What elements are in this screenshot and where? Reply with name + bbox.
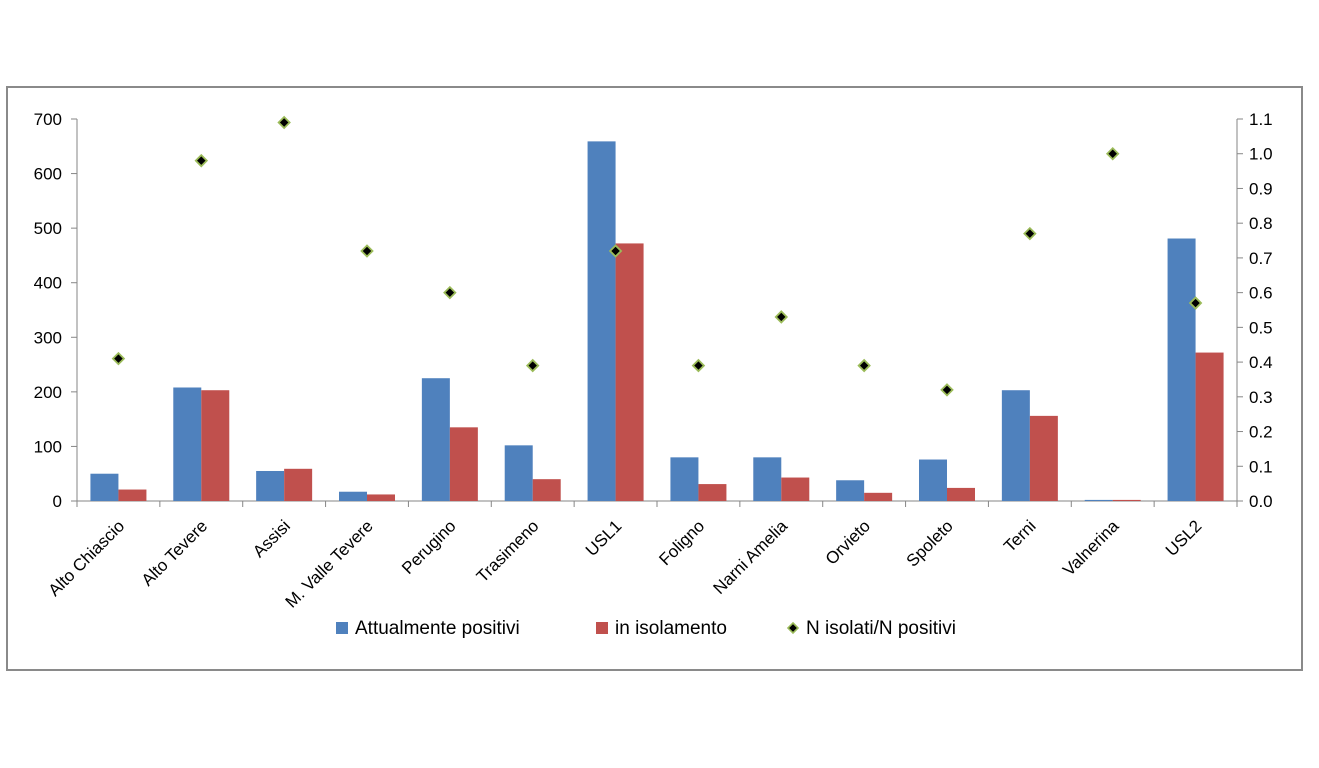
legend-label: Attualmente positivi xyxy=(355,618,520,639)
bar-attualmente-positivi xyxy=(504,445,533,501)
ratio-marker xyxy=(360,244,374,258)
ratio-marker xyxy=(277,115,291,130)
bar-in-isolamento xyxy=(449,427,478,501)
bar-attualmente-positivi xyxy=(836,480,865,501)
ratio-marker xyxy=(857,358,871,373)
ratio-marker xyxy=(525,358,540,373)
x-tick-label: USL1 xyxy=(582,516,626,560)
x-tick-label: Assisi xyxy=(249,516,294,561)
bar-attualmente-positivi xyxy=(919,459,947,501)
ratio-marker xyxy=(1105,146,1120,161)
bar-in-isolamento xyxy=(1029,415,1058,501)
ratio-marker xyxy=(940,383,954,397)
bar-attualmente-positivi xyxy=(587,141,616,502)
y-right-tick-label: 0.1 xyxy=(1249,457,1273,476)
ratio-marker xyxy=(691,358,706,373)
bar-attualmente-positivi xyxy=(670,457,699,501)
x-tick-label: Narni Amelia xyxy=(710,516,792,598)
y-left-tick-label: 200 xyxy=(34,383,62,402)
y-right-tick-label: 0.9 xyxy=(1249,179,1273,198)
y-left-tick-label: 400 xyxy=(34,274,62,293)
bar-in-isolamento xyxy=(615,243,644,501)
y-right-tick-label: 0.3 xyxy=(1249,388,1273,407)
bar-attualmente-positivi xyxy=(256,470,285,501)
bars xyxy=(90,141,1224,502)
bar-in-isolamento xyxy=(118,489,147,501)
bar-attualmente-positivi xyxy=(90,473,119,501)
legend-label: N isolati/N positivi xyxy=(806,618,956,639)
bar-in-isolamento xyxy=(1195,352,1224,501)
y-right-tick-label: 1.1 xyxy=(1249,110,1273,129)
legend-swatch xyxy=(596,622,608,634)
y-left-tick-label: 300 xyxy=(34,328,62,347)
y-left-tick-label: 0 xyxy=(53,492,62,511)
ratio-marker xyxy=(774,310,789,324)
y-left-tick-label: 700 xyxy=(34,110,62,129)
x-tick-label: Terni xyxy=(1000,516,1039,555)
x-tick-label: Valnerina xyxy=(1059,516,1123,580)
bar-attualmente-positivi xyxy=(753,457,782,501)
legend-swatch xyxy=(336,622,348,634)
bar-in-isolamento xyxy=(864,492,893,501)
bar-in-isolamento xyxy=(532,479,561,501)
bar-attualmente-positivi xyxy=(421,378,450,501)
y-right-tick-label: 0.6 xyxy=(1249,284,1273,303)
ratio-marker xyxy=(1188,296,1203,310)
legend-marker xyxy=(786,621,800,635)
y-right-tick-label: 0.8 xyxy=(1249,214,1273,233)
y-right-tick-label: 0.2 xyxy=(1249,423,1273,442)
bar-in-isolamento xyxy=(947,487,975,501)
ratio-marker xyxy=(194,153,209,168)
y-right-tick-label: 0.5 xyxy=(1249,318,1273,337)
y-right-tick-label: 0.0 xyxy=(1249,492,1273,511)
x-tick-label: Trasimeno xyxy=(473,516,543,586)
ratio-marker xyxy=(443,285,457,300)
y-left-tick-label: 600 xyxy=(34,165,62,184)
bar-attualmente-positivi xyxy=(1001,390,1030,501)
legend: Attualmente positivi in isolamento N isola… xyxy=(336,618,956,639)
axes: 0 100 200 300 400 500 600 700 0.0 0.1 0.2 0.3 0.4 0.5… xyxy=(34,110,1273,511)
bar-attualmente-positivi xyxy=(1167,238,1196,502)
ratio-markers xyxy=(111,115,1203,397)
x-tick-label: Spoleto xyxy=(903,516,957,570)
bar-in-isolamento xyxy=(284,468,313,501)
x-tick-label: Orvieto xyxy=(822,516,874,568)
bar-attualmente-positivi xyxy=(1084,499,1113,501)
x-tick-label: Alto Tevere xyxy=(138,516,211,589)
y-left-tick-label: 500 xyxy=(34,219,62,238)
ratio-marker xyxy=(111,351,126,366)
bar-in-isolamento xyxy=(201,390,230,501)
ratio-marker xyxy=(608,244,623,258)
bar-attualmente-positivi xyxy=(339,491,367,501)
bar-attualmente-positivi xyxy=(173,387,202,501)
y-left-tick-label: 100 xyxy=(34,437,62,456)
y-right-tick-label: 1.0 xyxy=(1249,145,1273,164)
legend-label: in isolamento xyxy=(615,618,727,639)
chart-frame: 0 100 200 300 400 500 600 700 0.0 0.1 0.2 0.3 0.4 0.5… xyxy=(6,86,1303,671)
ratio-marker xyxy=(1023,226,1037,241)
bar-in-isolamento xyxy=(1112,499,1141,501)
bar-in-isolamento xyxy=(698,484,727,501)
bar-in-isolamento xyxy=(781,477,810,501)
x-tick-label: Alto Chiascio xyxy=(45,516,129,600)
bar-in-isolamento xyxy=(367,494,395,501)
combo-chart: 0 100 200 300 400 500 600 700 0.0 0.1 0.2 0.3 0.4 0.5… xyxy=(34,110,1273,639)
x-tick-label: M. Valle Tevere xyxy=(282,516,377,611)
x-tick-label: USL2 xyxy=(1162,516,1206,560)
x-tick-label: Perugino xyxy=(398,516,460,578)
y-right-tick-label: 0.4 xyxy=(1249,353,1273,372)
y-right-tick-label: 0.7 xyxy=(1249,249,1273,268)
x-tick-label: Foligno xyxy=(655,516,708,569)
